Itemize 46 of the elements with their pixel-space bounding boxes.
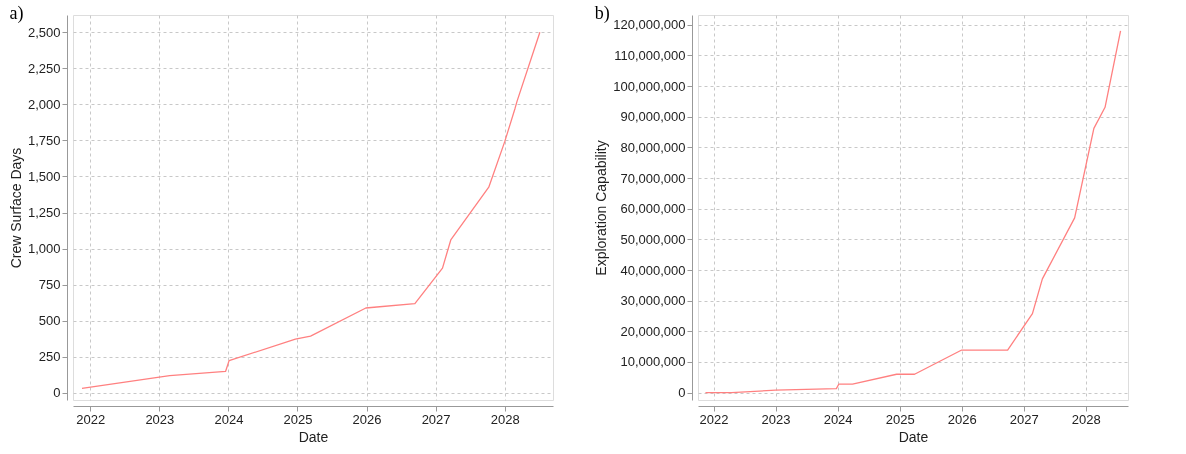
y-tick-label: 80,000,000 bbox=[620, 139, 686, 155]
y-tick-label: 70,000,000 bbox=[620, 170, 686, 186]
y-tick-label: 30,000,000 bbox=[620, 293, 686, 309]
line-series bbox=[81, 31, 541, 390]
y-tick-label: 40,000,000 bbox=[620, 262, 686, 278]
x-tick-label: 2028 bbox=[1071, 411, 1101, 427]
x-tick-label: 2024 bbox=[823, 411, 853, 427]
y-tick-label: 10,000,000 bbox=[620, 354, 686, 370]
y-tick-label: 2,250 bbox=[27, 60, 61, 76]
y-tick-label: 250 bbox=[38, 349, 61, 365]
x-axis-title: Date bbox=[298, 428, 329, 445]
x-tick-label: 2026 bbox=[352, 411, 382, 427]
x-tick-label: 2028 bbox=[490, 411, 520, 427]
x-tick-label: 2023 bbox=[761, 411, 791, 427]
x-tick-label: 2023 bbox=[145, 411, 175, 427]
y-tick-label: 1,750 bbox=[27, 132, 61, 148]
x-tick-label: 2024 bbox=[214, 411, 244, 427]
y-tick-label: 500 bbox=[38, 313, 61, 329]
y-tick-label: 20,000,000 bbox=[620, 323, 686, 339]
y-tick-label: 0 bbox=[53, 385, 61, 401]
y-tick-label: 2,500 bbox=[27, 24, 61, 40]
text: a) bbox=[9, 3, 24, 24]
y-tick-label: 110,000,000 bbox=[614, 47, 686, 63]
x-tick-label: 2027 bbox=[421, 411, 451, 427]
x-tick-label: 2025 bbox=[885, 411, 915, 427]
y-tick-label: 1,250 bbox=[27, 205, 61, 221]
y-tick-label: 90,000,000 bbox=[620, 109, 686, 125]
x-tick-label: 2022 bbox=[76, 411, 106, 427]
y-tick-label: 1,500 bbox=[27, 169, 61, 184]
y-tick-label: 60,000,000 bbox=[620, 201, 686, 217]
y-tick-label: 750 bbox=[38, 277, 61, 293]
x-tick-label: 2027 bbox=[1009, 411, 1039, 427]
x-tick-label: 2026 bbox=[947, 411, 977, 427]
line-series bbox=[704, 30, 1122, 394]
y-tick-label: 120,000,000 bbox=[613, 17, 686, 33]
x-tick-label: 2025 bbox=[283, 411, 313, 427]
y-tick-label: 100,000,000 bbox=[613, 78, 686, 94]
y-tick-label: 1,000 bbox=[27, 241, 61, 257]
text: b) bbox=[594, 3, 610, 24]
y-tick-label: 2,000 bbox=[27, 96, 61, 112]
y-axis-title: Exploration Capability bbox=[593, 140, 610, 276]
x-axis-title: Date bbox=[898, 428, 929, 445]
y-tick-label: 0 bbox=[678, 385, 686, 401]
x-tick-label: 2022 bbox=[699, 411, 729, 427]
y-axis-title: Crew Surface Days bbox=[7, 147, 24, 269]
y-tick-label: 50,000,000 bbox=[620, 231, 686, 247]
